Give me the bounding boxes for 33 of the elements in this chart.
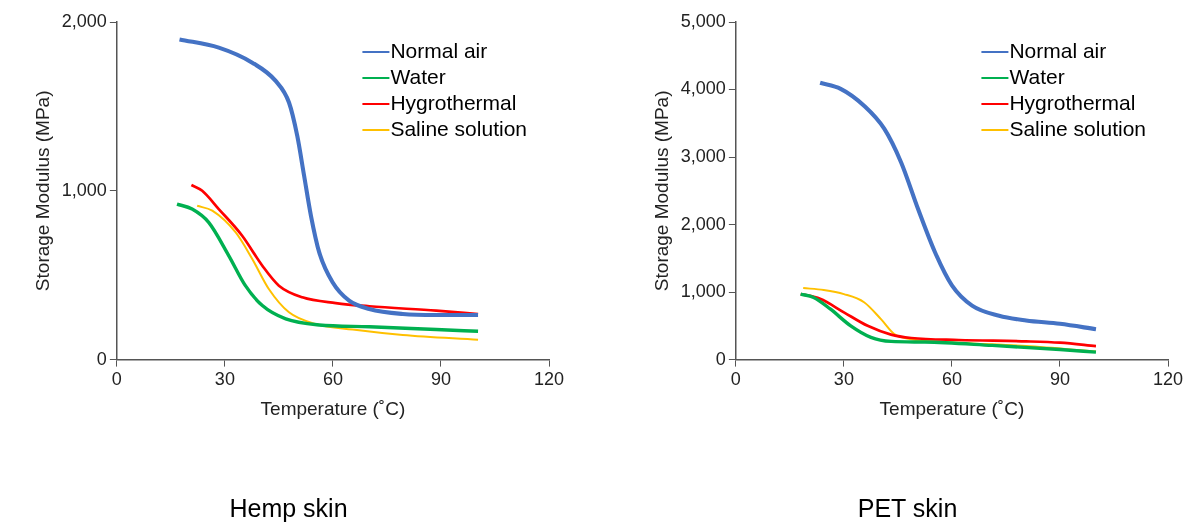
y-axis-title: Storage Modulus (MPa) xyxy=(31,90,53,292)
text: PET skin xyxy=(857,493,958,522)
y-tick-label: 5,000 xyxy=(680,10,726,31)
x-tick-label: 90 xyxy=(1049,369,1070,390)
text: Hemp skin xyxy=(229,493,348,522)
y-tick-label: 4,000 xyxy=(680,78,726,99)
legend-label: Water xyxy=(1009,64,1065,88)
x-tick-label: 30 xyxy=(833,369,854,390)
y-tick-label: 2,000 xyxy=(680,213,726,234)
legend-label: Hygrothermal xyxy=(390,90,517,114)
x-tick-label: 120 xyxy=(1152,369,1184,390)
x-tick-label: 120 xyxy=(533,369,565,390)
x-tick-label: 0 xyxy=(730,369,741,390)
x-tick-label: 30 xyxy=(214,369,235,390)
y-tick-label: 3,000 xyxy=(680,146,726,167)
x-tick-label: 60 xyxy=(322,369,343,390)
y-tick-label: 0 xyxy=(715,348,726,369)
legend-label: Water xyxy=(390,64,446,88)
y-tick-label: 0 xyxy=(96,348,107,369)
y-axis-title: Storage Modulus (MPa) xyxy=(650,90,672,292)
x-tick-label: 90 xyxy=(430,369,451,390)
x-axis-title: Temperature (˚C) xyxy=(879,397,1025,419)
legend-label: Saline solution xyxy=(1009,116,1146,140)
y-tick-label: 2,000 xyxy=(61,10,107,31)
x-axis-title: Temperature (˚C) xyxy=(260,397,406,419)
x-tick-label: 60 xyxy=(941,369,962,390)
legend-label: Saline solution xyxy=(390,116,527,140)
x-tick-label: 0 xyxy=(111,369,122,390)
y-tick-label: 1,000 xyxy=(61,179,107,200)
legend-label: Hygrothermal xyxy=(1009,90,1136,114)
y-tick-label: 1,000 xyxy=(680,281,726,302)
legend-label: Normal air xyxy=(390,38,488,62)
legend-label: Normal air xyxy=(1009,38,1107,62)
